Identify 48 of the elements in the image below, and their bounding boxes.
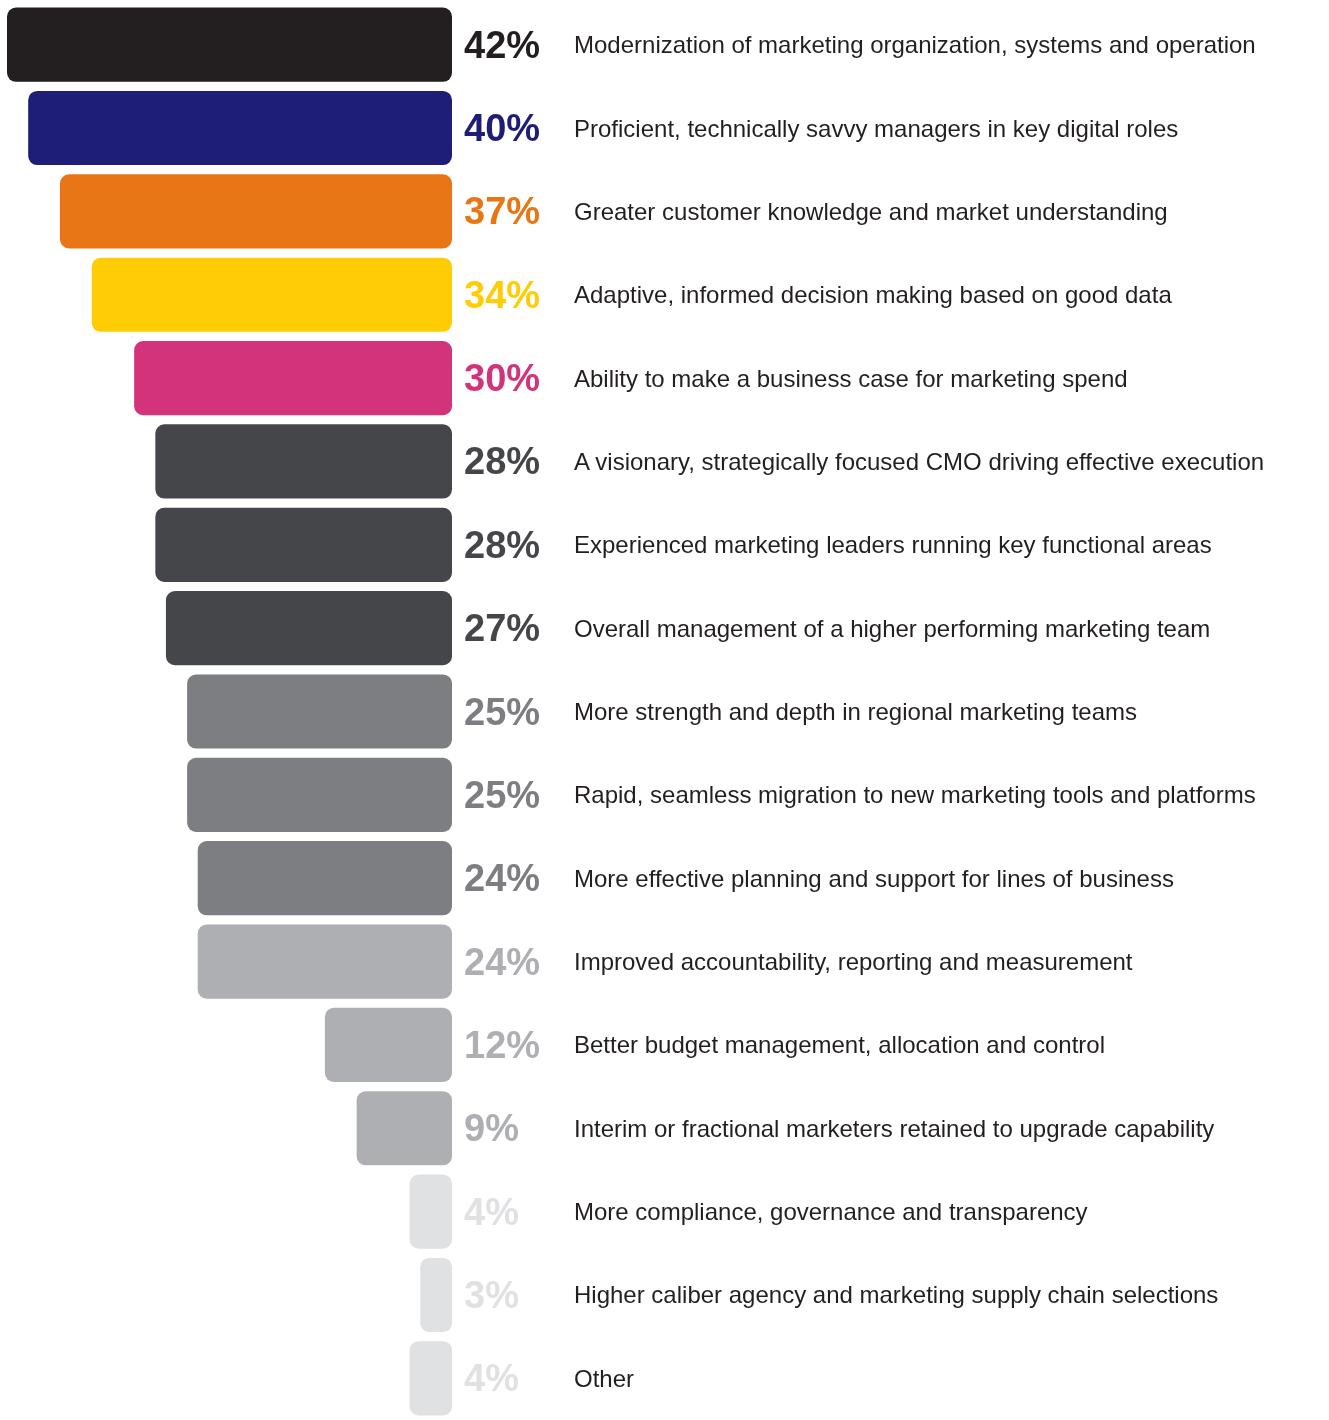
data-label: 42%: [464, 23, 541, 66]
y-tick-label: Modernization of marketing organization, systems and operation: [574, 31, 1256, 59]
bar: [420, 1257, 452, 1333]
data-label: 24%: [464, 940, 541, 983]
y-tick-label: Better budget management, allocation and control: [574, 1031, 1106, 1059]
data-label: 28%: [464, 523, 541, 566]
bar: [165, 591, 452, 666]
y-tick-label: Improved accountability, reporting and measurement: [574, 948, 1133, 976]
y-tick-label: Adaptive, informed decision making based on good data: [574, 281, 1173, 309]
bar: [324, 1007, 452, 1082]
y-tick-label: Ability to make a business case for marketing spend: [574, 364, 1128, 392]
y-tick-label: Interim or fractional marketers retained to upgrade capability: [574, 1114, 1215, 1142]
y-tick-label: Other: [574, 1364, 635, 1392]
data-label: 24%: [464, 857, 541, 900]
bar: [409, 1341, 452, 1416]
bar: [155, 507, 452, 582]
data-label: 28%: [464, 440, 541, 483]
bar: [187, 757, 452, 832]
data-label: 37%: [464, 190, 541, 233]
data-label: 9%: [464, 1107, 519, 1150]
bar: [356, 1091, 452, 1166]
y-tick-label: Overall management of a higher performing marketing team: [574, 614, 1211, 642]
bar: [409, 1174, 452, 1249]
y-tick-label: Experienced marketing leaders running key functional areas: [574, 531, 1212, 559]
data-label: 27%: [464, 607, 541, 650]
bar: [197, 924, 452, 999]
y-tick-label: Higher caliber agency and marketing supply chain selections: [574, 1281, 1219, 1309]
y-tick-label: More compliance, governance and transparency: [574, 1198, 1088, 1226]
y-tick-label: A visionary, strategically focused CMO driving effective execution: [574, 447, 1265, 475]
y-tick-label: Rapid, seamless migration to new marketing tools and platforms: [574, 781, 1256, 809]
y-tick-label: Greater customer knowledge and market understanding: [574, 197, 1168, 225]
data-label: 25%: [464, 773, 541, 816]
data-label: 40%: [464, 107, 541, 150]
bar: [28, 90, 452, 166]
y-tick-label: More effective planning and support for lines of business: [574, 864, 1174, 892]
data-label: 30%: [464, 357, 541, 400]
data-label: 25%: [464, 690, 541, 733]
bar: [7, 7, 452, 82]
y-tick-label: Proficient, technically savvy managers in key digital roles: [574, 114, 1179, 142]
bar: [91, 257, 452, 332]
y-tick-label: More strength and depth in regional marketing teams: [574, 698, 1137, 725]
bar: [59, 174, 452, 249]
bar: [155, 424, 452, 499]
bar: [197, 841, 452, 916]
data-label: 12%: [464, 1023, 541, 1066]
bar: [134, 341, 452, 416]
bar: [187, 674, 452, 749]
data-label: 34%: [464, 273, 541, 316]
